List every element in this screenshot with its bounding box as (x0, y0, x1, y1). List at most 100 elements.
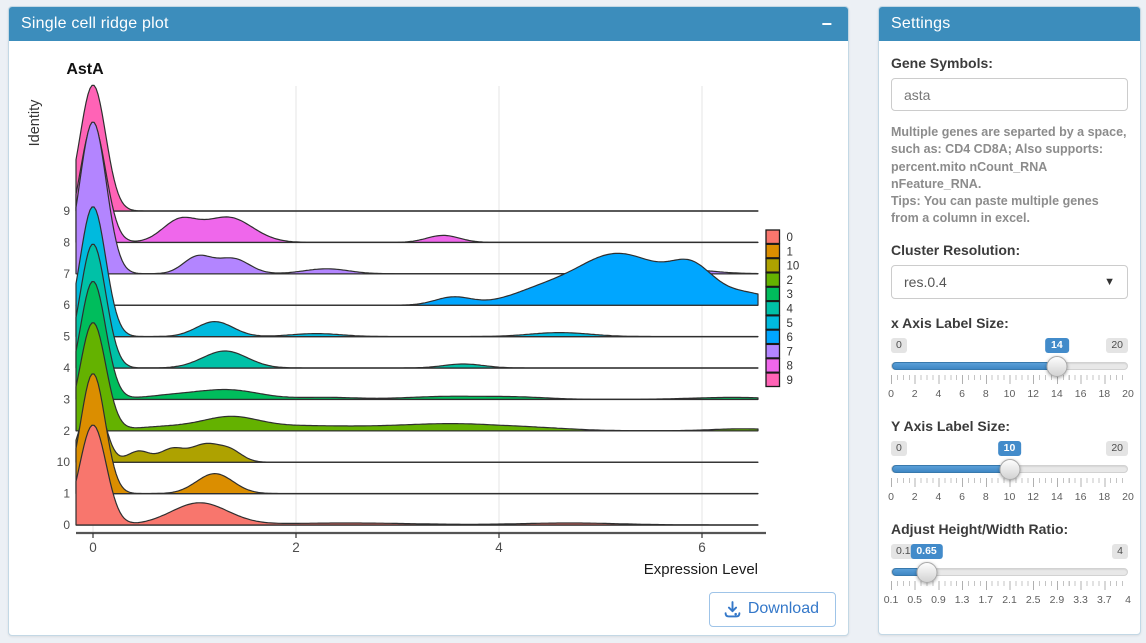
y-tick-label: 10 (57, 455, 71, 469)
slider-grid: 0.1 0.5 0.9 1.3 1.7 2.1 2.5 2.9 3.3 3.7 4 (884, 580, 1131, 611)
legend-swatch-3 (765, 286, 781, 302)
slider-max-badge: 20 (1106, 337, 1128, 353)
ridge-row-4 (75, 243, 759, 369)
settings-box: Settings Gene Symbols: Multiple genes ar… (878, 6, 1141, 635)
legend-label: 9 (787, 375, 793, 387)
legend-swatch-6 (765, 329, 781, 345)
settings-body: Gene Symbols: Multiple genes are separte… (879, 41, 1140, 610)
slider-min-badge: 0.1 (891, 543, 916, 559)
legend-swatch-9 (765, 372, 781, 388)
ridge-row-6 (75, 252, 759, 306)
slider-grid: 0 2 4 6 8 10 12 14 16 18 20 (888, 477, 1134, 508)
slider-tick-label: 1.7 (978, 593, 994, 606)
y-axis-label-size-label: Y Axis Label Size: (891, 417, 1011, 434)
plot-title: AstA (66, 61, 104, 78)
slider-tick-label: 10 (1003, 490, 1016, 503)
x-axis-label-size-control: x Axis Label Size: 0 20 14 0 2 4 6 8 10 12 14 16 18 2… (888, 315, 1134, 405)
legend-label: 7 (787, 346, 793, 358)
slider-tick-labels: 0.1 0.5 0.9 1.3 1.7 2.1 2.5 2.9 3.3 3.7 4 (884, 593, 1131, 608)
slider-tick-label: 8 (982, 387, 989, 400)
y-axis-label-size-slider[interactable]: 0 20 10 0 2 4 6 8 10 12 14 16 18 20 (888, 440, 1134, 508)
x-tick-label: 0 (89, 540, 97, 555)
x-tick-label: 4 (495, 540, 503, 555)
slider-tick-label: 3.7 (1096, 593, 1112, 606)
y-tick-label: 2 (63, 424, 70, 438)
slider-tick-label: 8 (982, 490, 989, 503)
slider-tick-label: 14 (1051, 490, 1063, 503)
slider-tick-label: 20 (1122, 490, 1134, 503)
y-tick-label: 3 (63, 392, 70, 406)
slider-track[interactable] (891, 458, 1128, 480)
slider-ticks-major (891, 580, 1128, 590)
y-tick-label: 0 (63, 518, 70, 532)
legend-swatch-8 (765, 358, 781, 373)
legend-swatch-4 (765, 300, 781, 316)
ridge-row-9 (75, 84, 759, 212)
ridge-row-1 (75, 373, 759, 495)
ridge-row-0 (75, 424, 759, 526)
slider-tick-label: 3.3 (1073, 593, 1088, 606)
x-axis-label-size-slider[interactable]: 0 20 14 0 2 4 6 8 10 12 14 16 18 20 (888, 337, 1134, 405)
slider-tick-label: 4 (935, 387, 942, 400)
x-axis-title: Expression Level (644, 561, 758, 578)
slider-tick-label: 16 (1074, 387, 1087, 400)
slider-tick-label: 18 (1098, 490, 1111, 503)
download-button[interactable]: Download (708, 592, 836, 627)
legend-label: 0 (787, 232, 793, 244)
slider-tick-label: 4 (1125, 593, 1131, 606)
box-title: Single cell ridge plot (21, 15, 169, 32)
download-icon (724, 600, 741, 617)
cluster-resolution-select[interactable]: res.0.4 ▼ (891, 264, 1128, 299)
slider-badges: 0.1 4 0.65 (891, 543, 1128, 561)
slider-grid: 0 2 4 6 8 10 12 14 16 18 20 (888, 374, 1134, 405)
legend-label: 10 (787, 261, 800, 273)
slider-track[interactable] (891, 355, 1128, 377)
ratio-slider[interactable]: 0.1 4 0.65 0.1 0.5 0.9 1.3 1.7 2.1 2.5 2.9 3.3 3.7 4 (884, 543, 1131, 611)
slider-handle[interactable] (916, 561, 938, 583)
legend-label: 2 (787, 275, 793, 287)
ridge-row-7 (75, 121, 759, 275)
slider-tick-label: 10 (1003, 387, 1016, 400)
slider-tick-labels: 0 2 4 6 8 10 12 14 16 18 20 (888, 490, 1134, 505)
gene-symbols-help-text: Multiple genes are separted by a space, … (891, 125, 1127, 226)
slider-tick-label: 6 (959, 387, 966, 400)
slider-handle[interactable] (999, 458, 1020, 480)
slider-track[interactable] (891, 561, 1128, 583)
settings-box-header: Settings (879, 7, 1140, 41)
legend-label: 8 (787, 361, 793, 373)
ridge-row-5 (75, 206, 759, 338)
slider-ticks-major (891, 477, 1128, 487)
legend-label: 3 (787, 289, 793, 301)
slider-handle[interactable] (1046, 355, 1067, 377)
ratio-label: Adjust Height/Width Ratio: (891, 520, 1069, 537)
y-tick-label: 7 (63, 267, 70, 281)
settings-title: Settings (891, 15, 951, 32)
ridge-row-8 (75, 124, 759, 243)
slider-tick-label: 2.9 (1049, 593, 1065, 606)
slider-badges: 0 20 10 (891, 440, 1128, 458)
slider-tick-label: 2 (911, 387, 918, 400)
collapse-box-button[interactable]: − (817, 15, 836, 33)
ridge-row-3 (75, 281, 759, 400)
slider-tick-label: 18 (1098, 387, 1111, 400)
y-axis-label-size-control: Y Axis Label Size: 0 20 10 0 2 4 6 8 10 12 14 16 18 2… (888, 417, 1134, 508)
gene-symbols-input[interactable] (891, 78, 1128, 111)
slider-tick-label: 20 (1122, 387, 1134, 400)
y-tick-label: 9 (63, 204, 70, 218)
legend-swatch-1 (765, 243, 781, 259)
ratio-control: Adjust Height/Width Ratio: 0.1 4 0.65 0.1 0.… (884, 520, 1131, 611)
legend-label: 6 (787, 332, 793, 344)
slider-tick-label: 0.1 (883, 593, 899, 606)
cluster-resolution-label: Cluster Resolution: (891, 241, 1021, 258)
legend-swatch-5 (765, 315, 781, 330)
y-tick-label: 8 (63, 235, 70, 249)
slider-tick-label: 2.5 (1025, 593, 1041, 606)
cluster-resolution-value: res.0.4 (904, 273, 947, 290)
y-tick-label: 1 (63, 487, 70, 501)
slider-ticks-major (891, 374, 1128, 384)
slider-filled-bar (892, 361, 1057, 370)
y-tick-label: 4 (63, 361, 70, 375)
slider-value-badge: 10 (997, 440, 1022, 456)
slider-tick-label: 2.1 (1002, 593, 1017, 606)
